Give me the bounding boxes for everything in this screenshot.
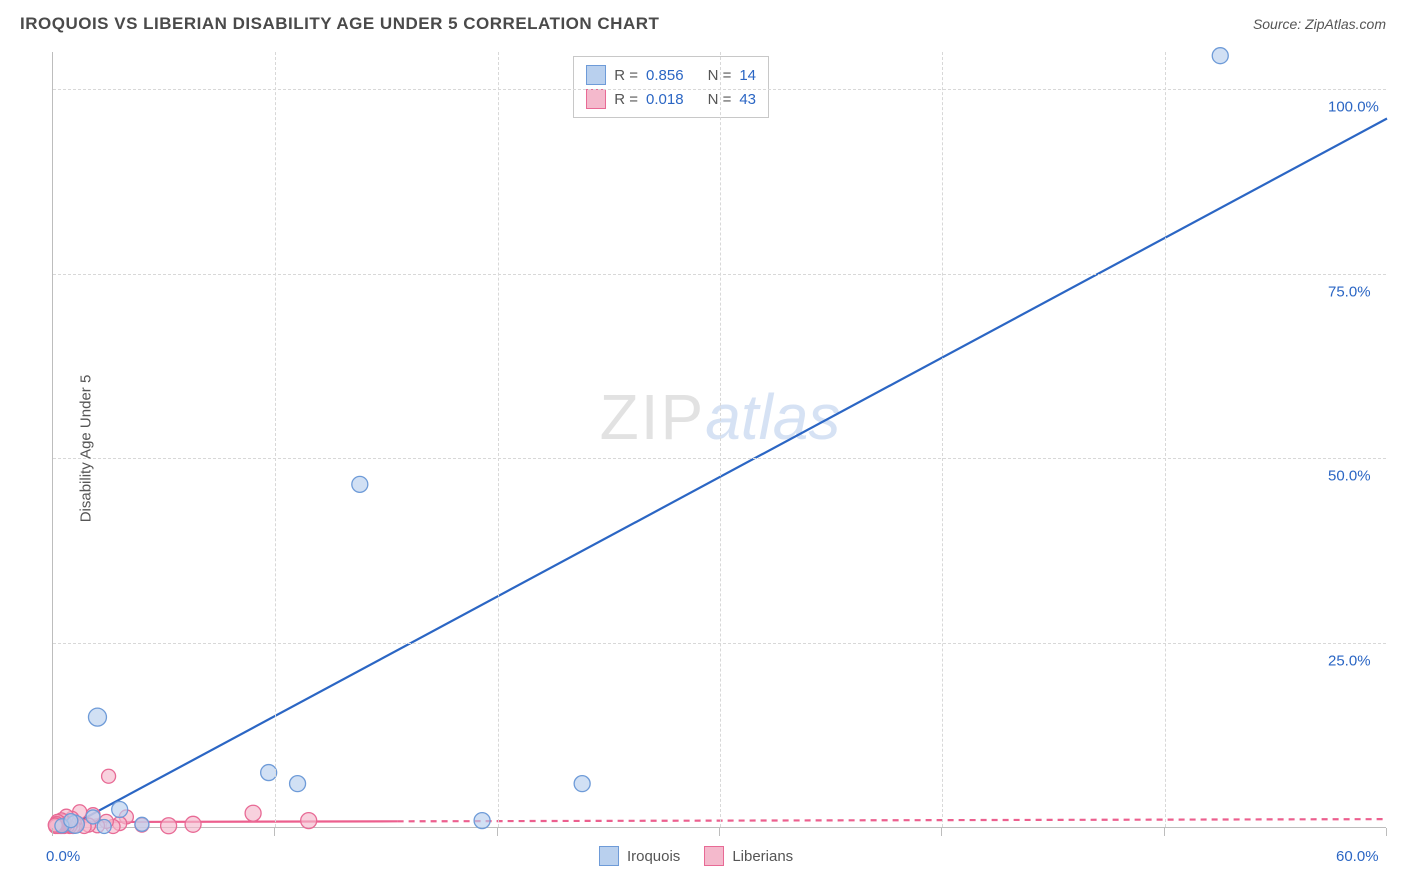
legend-swatch	[586, 89, 606, 109]
r-value: 0.856	[646, 67, 684, 84]
legend-item: Liberians	[704, 846, 793, 866]
stats-legend: R =0.856N =14R =0.018N =43	[573, 56, 769, 118]
chart-title: IROQUOIS VS LIBERIAN DISABILITY AGE UNDE…	[20, 14, 659, 34]
stats-row: R =0.018N =43	[586, 87, 756, 111]
source-prefix: Source:	[1253, 16, 1305, 32]
legend-label: Liberians	[732, 848, 793, 865]
x-tick	[274, 828, 275, 836]
legend-label: Iroquois	[627, 848, 680, 865]
r-label: R =	[614, 67, 638, 84]
legend-item: Iroquois	[599, 846, 680, 866]
x-tick	[1164, 828, 1165, 836]
plot-area: ZIPatlas R =0.856N =14R =0.018N =43	[52, 52, 1386, 828]
y-tick-label: 25.0%	[1328, 653, 1371, 670]
x-origin-label: 0.0%	[46, 848, 80, 865]
y-tick-label: 75.0%	[1328, 283, 1371, 300]
y-tick-label: 50.0%	[1328, 468, 1371, 485]
y-tick-label: 100.0%	[1328, 98, 1379, 115]
y-axis-label: Disability Age Under 5	[77, 375, 94, 523]
x-tick	[52, 828, 53, 836]
stats-row: R =0.856N =14	[586, 63, 756, 87]
x-tick	[497, 828, 498, 836]
grid-line-v	[942, 52, 943, 827]
watermark-zip: ZIP	[600, 381, 706, 453]
grid-line-v	[720, 52, 721, 827]
x-tick	[1386, 828, 1387, 836]
source-link[interactable]: ZipAtlas.com	[1305, 16, 1386, 32]
grid-line-v	[275, 52, 276, 827]
legend-swatch	[599, 846, 619, 866]
x-tick	[941, 828, 942, 836]
grid-line-v	[498, 52, 499, 827]
legend-swatch	[586, 65, 606, 85]
x-max-label: 60.0%	[1336, 848, 1379, 865]
source-attribution: Source: ZipAtlas.com	[1253, 16, 1386, 32]
n-value: 14	[739, 67, 756, 84]
x-tick	[719, 828, 720, 836]
legend-swatch	[704, 846, 724, 866]
chart-header: IROQUOIS VS LIBERIAN DISABILITY AGE UNDE…	[0, 0, 1406, 48]
n-value: 43	[739, 91, 756, 108]
watermark-atlas: atlas	[705, 381, 840, 453]
bottom-legend: Iroquois Liberians	[599, 846, 793, 866]
r-value: 0.018	[646, 91, 684, 108]
r-label: R =	[614, 91, 638, 108]
grid-line-v	[1165, 52, 1166, 827]
